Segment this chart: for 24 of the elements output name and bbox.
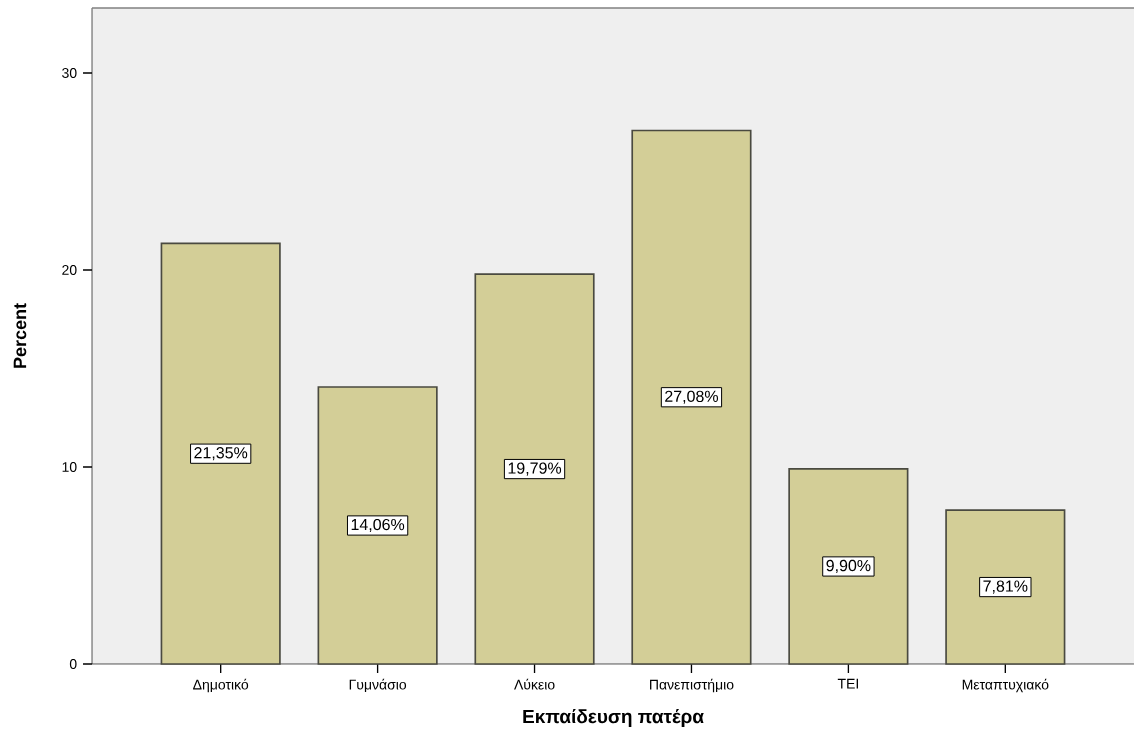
data-label: 21,35%	[194, 447, 248, 461]
data-label: 14,06%	[351, 518, 405, 533]
x-axis-title: Εκπαίδευση πατέρα	[523, 709, 704, 727]
x-tick-label: Μεταπτυχιακό	[962, 678, 1049, 693]
bar	[945, 509, 1066, 665]
y-axis-title: Percent	[13, 303, 27, 368]
y-tick-label: 0	[69, 659, 77, 669]
y-tick-label: 10	[62, 462, 77, 472]
bar	[317, 386, 438, 665]
x-tick-label: Δημοτικό	[193, 678, 249, 693]
x-tick-label: Γυμνάσιο	[349, 678, 407, 693]
bar	[631, 129, 752, 665]
x-tick-label: Λύκειο	[514, 678, 555, 690]
data-label: 7,81%	[983, 580, 1028, 594]
bar	[474, 273, 595, 665]
data-label: 19,79%	[508, 462, 562, 476]
bar	[160, 242, 281, 665]
data-label: 27,08%	[665, 390, 719, 404]
y-tick-label: 20	[62, 265, 77, 275]
x-tick-label: ΤΕΙ	[837, 678, 858, 689]
y-tick-label: 30	[62, 68, 77, 78]
x-tick-label: Πανεπιστήμιο	[650, 678, 734, 693]
data-label: 9,90%	[826, 559, 871, 574]
bar	[788, 468, 909, 665]
